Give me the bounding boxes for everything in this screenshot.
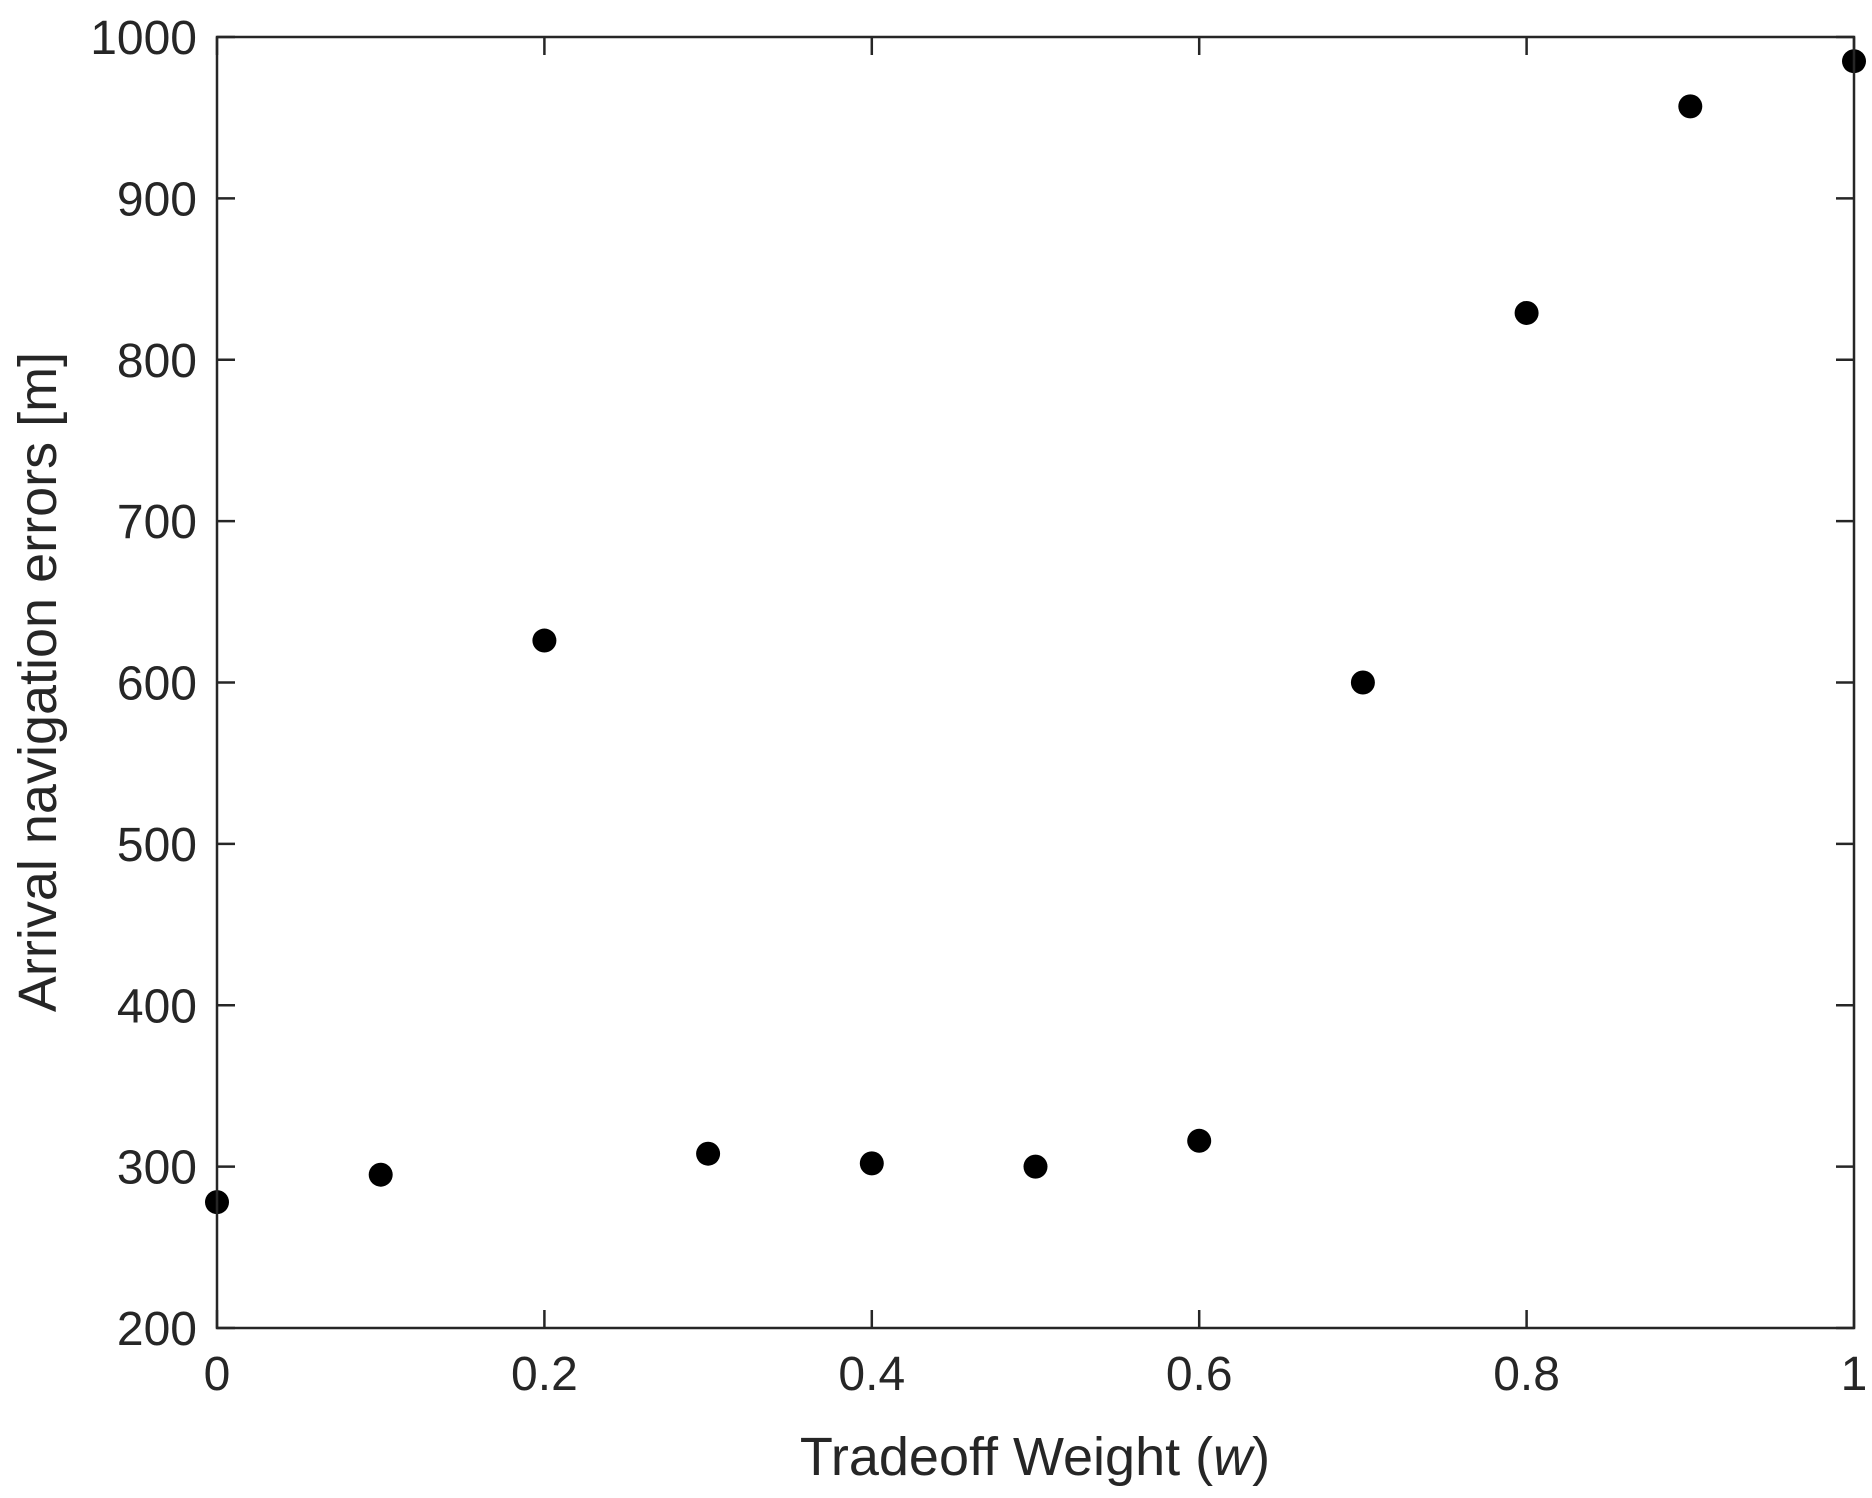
y-tick-label: 200 [117,1303,197,1356]
data-point [1187,1128,1212,1153]
x-tick-label: 0.6 [1166,1348,1233,1401]
x-axis-title-text: Tradeoff Weight ( [800,1427,1213,1487]
x-axis-title-close: ) [1252,1427,1270,1487]
data-point [859,1151,884,1176]
data-point [532,628,557,653]
x-tick-label: 0.2 [511,1348,578,1401]
data-point [696,1141,721,1166]
axes-frame [215,35,1856,1330]
data-point [1678,94,1703,119]
y-tick-label: 300 [117,1142,197,1195]
y-tick-label: 600 [117,658,197,711]
x-tick-label: 1 [1841,1348,1868,1401]
y-tick-label: 1000 [90,12,197,65]
x-axis-title: Tradeoff Weight (w) [800,1427,1270,1487]
data-point [1023,1154,1048,1179]
y-tick-label: 800 [117,335,197,388]
x-tick-label: 0.8 [1493,1348,1560,1401]
y-axis-title: Arrival navigation errors [m] [8,352,68,1012]
data-point [1350,670,1375,695]
data-point [368,1162,393,1187]
y-tick-label: 500 [117,819,197,872]
y-tick-label: 400 [117,980,197,1033]
data-point [1514,300,1539,325]
y-tick-label: 700 [117,496,197,549]
x-tick-label: 0.4 [838,1348,905,1401]
points-layer [205,49,1866,1215]
y-tick-label: 900 [117,173,197,226]
x-tick-label: 0 [204,1348,231,1401]
ticks-layer: 0 0.2 0.4 0.6 0.8 1 200 300 400 500 600 700 800 900 10… [90,12,1867,1401]
x-axis-title-variable: w [1213,1427,1255,1487]
